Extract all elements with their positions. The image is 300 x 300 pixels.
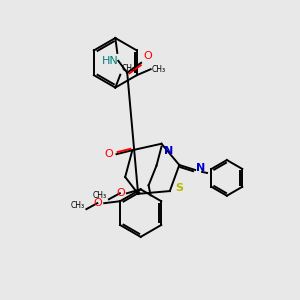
Text: O: O (94, 198, 102, 208)
Text: O: O (143, 51, 152, 61)
Text: N: N (164, 146, 174, 156)
Text: N: N (196, 163, 206, 173)
Text: O: O (104, 149, 113, 159)
Text: S: S (175, 183, 183, 193)
Text: CH₃: CH₃ (121, 64, 135, 73)
Text: CH₃: CH₃ (152, 65, 166, 74)
Text: CH₃: CH₃ (93, 191, 107, 200)
Text: CH₃: CH₃ (70, 201, 84, 210)
Text: O: O (116, 188, 125, 198)
Text: HN: HN (102, 56, 119, 66)
